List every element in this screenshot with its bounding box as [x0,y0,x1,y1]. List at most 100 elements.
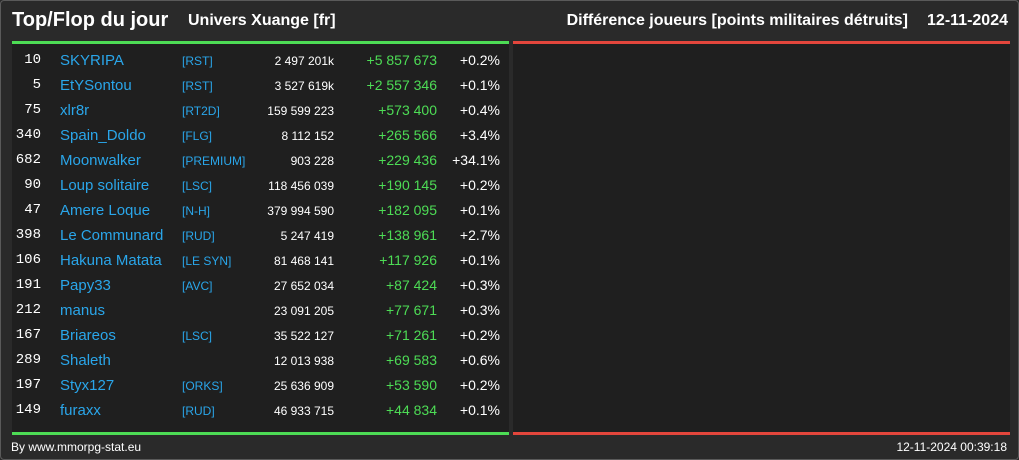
player-points: 2 497 201k [274,54,334,68]
percent-change: +0.2% [459,377,500,393]
player-name-link[interactable]: Moonwalker [60,152,141,169]
player-name-link[interactable]: xlr8r [60,102,90,119]
player-rank: 106 [15,252,41,268]
player-rank: 5 [32,77,41,93]
flop-panel-bottom-bar [513,432,1010,435]
player-points: 27 652 034 [273,279,334,293]
footer-timestamp: 12-11-2024 00:39:18 [896,440,1007,454]
top-players-panel: 10 SKYRIPA [RST] 2 497 201k +5 857 673 +0.2% 5… [12,44,509,432]
player-rank: 47 [24,202,41,218]
points-difference: +229 436 [378,152,437,168]
player-rank: 340 [15,127,41,143]
player-name-link[interactable]: Amere Loque [60,202,151,219]
universe-label: Univers Xuange [fr] [188,12,336,29]
percent-change: +3.4% [459,127,500,143]
points-difference: +69 583 [386,352,437,368]
player-row: 75 xlr8r [RT2D] 159 599 223 +573 400 +0.4% [12,99,509,124]
points-difference: +190 145 [378,177,437,193]
player-name-link[interactable]: manus [60,302,106,319]
alliance-tag-link[interactable]: [PREMIUM] [182,154,246,168]
player-rank: 10 [24,52,41,68]
player-rank: 212 [15,302,41,318]
percent-change: +2.7% [459,227,500,243]
alliance-tag-link[interactable]: [FLG] [182,129,213,143]
points-difference: +53 590 [386,377,437,393]
footer-credit-link[interactable]: By www.mmorpg-stat.eu [11,440,142,454]
alliance-tag-link[interactable]: [RST] [182,79,213,93]
player-name-link[interactable]: EtYSontou [60,77,132,94]
player-name-link[interactable]: Shaleth [60,352,111,369]
player-rank: 191 [15,277,41,293]
header: Top/Flop du jour Univers Xuange [fr] Dif… [1,1,1018,41]
alliance-tag-link[interactable]: [N-H] [182,204,210,218]
player-name-link[interactable]: Loup solitaire [60,177,150,194]
player-row: 149 furaxx [RUD] 46 933 715 +44 834 +0.1% [12,399,509,424]
alliance-tag-link[interactable]: [AVC] [182,279,213,293]
points-difference: +77 671 [386,302,437,318]
player-points: 379 994 590 [267,204,334,218]
player-points: 903 228 [290,154,334,168]
player-row: 47 Amere Loque [N-H] 379 994 590 +182 095 +0.… [12,199,509,224]
alliance-tag-link[interactable]: [LE SYN] [182,254,232,268]
player-name-link[interactable]: SKYRIPA [60,52,124,69]
alliance-tag-link[interactable]: [RUD] [182,404,215,418]
player-rank: 682 [15,152,41,168]
player-points: 118 456 039 [268,179,334,193]
alliance-tag-link[interactable]: [RST] [182,54,213,68]
player-rank: 398 [15,227,41,243]
alliance-tag-link[interactable]: [LSC] [182,179,213,193]
top-players-list: 10 SKYRIPA [RST] 2 497 201k +5 857 673 +0.2% 5… [12,49,509,424]
player-points: 25 636 909 [273,379,334,393]
alliance-tag-link[interactable]: [ORKS] [182,379,223,393]
points-difference: +71 261 [386,327,437,343]
alliance-tag-link[interactable]: [LSC] [182,329,213,343]
ranking-subtitle: Différence joueurs [points militaires dé… [566,12,908,29]
player-name-link[interactable]: furaxx [60,402,101,419]
header-date: 12-11-2024 [927,12,1008,29]
player-points: 12 013 938 [273,354,334,368]
page-title: Top/Flop du jour [12,9,169,31]
player-row: 289 Shaleth 12 013 938 +69 583 +0.6% [12,349,509,374]
player-row: 5 EtYSontou [RST] 3 527 619k +2 557 346 +0.1% [12,74,509,99]
player-points: 46 933 715 [273,404,334,418]
points-difference: +87 424 [386,277,437,293]
player-name-link[interactable]: Le Communard [60,227,164,244]
top-panel-accent-bar [12,41,509,44]
player-row: 10 SKYRIPA [RST] 2 497 201k +5 857 673 +0.2% [12,49,509,74]
player-row: 340 Spain_Doldo [FLG] 8 112 152 +265 566 +3.4… [12,124,509,149]
player-row: 197 Styx127 [ORKS] 25 636 909 +53 590 +0.2% [12,374,509,399]
percent-change: +0.4% [459,102,500,118]
player-row: 106 Hakuna Matata [LE SYN] 81 468 141 +117 9… [12,249,509,274]
alliance-tag-link[interactable]: [RUD] [182,229,215,243]
player-row: 398 Le Communard [RUD] 5 247 419 +138 961 +2.… [12,224,509,249]
percent-change: +0.1% [459,202,500,218]
points-difference: +2 557 346 [366,77,437,93]
player-points: 5 247 419 [280,229,334,243]
player-row: 90 Loup solitaire [LSC] 118 456 039 +190 145… [12,174,509,199]
player-rank: 289 [15,352,41,368]
percent-change: +0.2% [459,177,500,193]
alliance-tag-link[interactable]: [RT2D] [182,104,220,118]
player-points: 8 112 152 [281,129,335,143]
player-points: 81 468 141 [273,254,334,268]
points-difference: +117 926 [379,252,437,268]
player-name-link[interactable]: Hakuna Matata [60,252,162,269]
percent-change: +0.2% [459,327,500,343]
player-rank: 197 [15,377,41,393]
points-difference: +265 566 [378,127,437,143]
player-points: 159 599 223 [267,104,334,118]
player-row: 191 Papy33 [AVC] 27 652 034 +87 424 +0.3% [12,274,509,299]
player-name-link[interactable]: Papy33 [60,277,111,294]
flop-players-panel [513,44,1010,432]
player-name-link[interactable]: Briareos [60,327,116,344]
player-points: 23 091 205 [273,304,334,318]
player-points: 35 522 127 [273,329,334,343]
percent-change: +0.1% [459,77,500,93]
percent-change: +0.1% [459,402,500,418]
player-name-link[interactable]: Styx127 [60,377,115,394]
points-difference: +5 857 673 [366,52,437,68]
player-name-link[interactable]: Spain_Doldo [60,127,146,144]
points-difference: +138 961 [378,227,437,243]
player-rank: 90 [24,177,41,193]
player-rank: 75 [24,102,41,118]
